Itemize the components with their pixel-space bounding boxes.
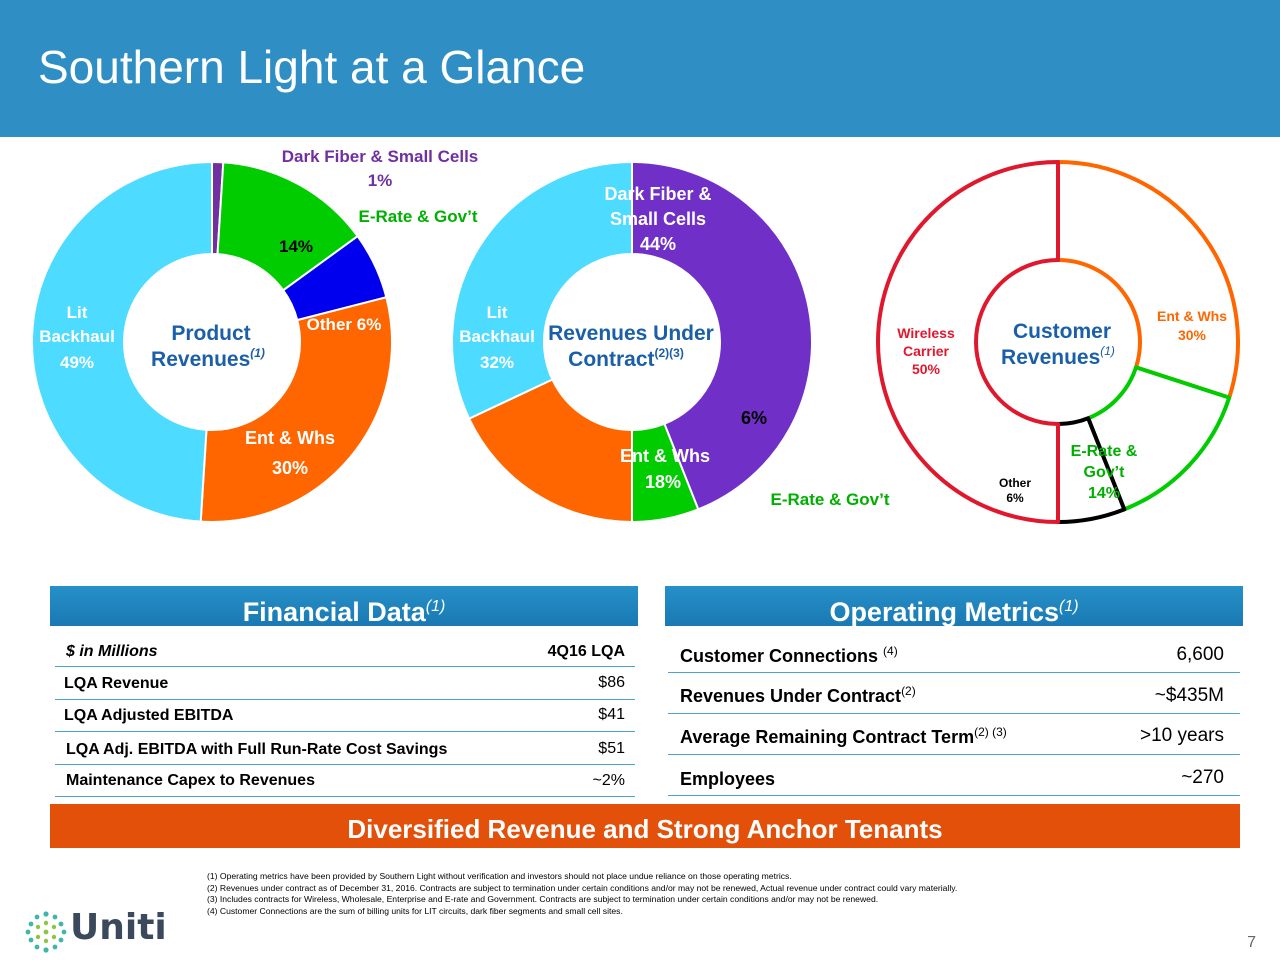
fin-row-value: $51 [598,740,625,757]
op-row-label: Customer Connections (4) [680,644,898,666]
page-number: 7 [1247,934,1256,951]
customer-revenues-donut [876,160,1240,524]
c3-wireless-pct: 50% [912,361,941,377]
footnotes: (1) Operating metrics have been provided… [207,871,957,917]
fin-row-label: LQA Revenue [64,675,169,692]
revenues-under-contract-donut [451,160,813,524]
logo-text: Uniti [70,907,167,948]
op-row-value: >10 years [1140,725,1224,746]
c2-center-label2: Contract(2)(3) [568,346,684,371]
c2-lit-label: Lit [487,303,508,322]
c2-entwhs-pct: 18% [645,472,681,492]
c1-entwhs-label: Ent & Whs [245,428,335,448]
c3-center-label: Customer [1013,320,1111,343]
donut-slice-lit-backhaul [31,160,213,523]
fin-divider [55,666,635,667]
c1-backhaul-label: Backhaul [39,327,115,346]
c2-entwhs-label: Ent & Whs [620,446,710,466]
financial-data-header: Financial Data(1) [50,586,638,627]
fin-divider [55,699,635,700]
fin-row-value: ~2% [592,772,625,789]
c3-erate-pct: 14% [1088,485,1120,502]
c1-erate-pct: 14% [279,237,313,256]
footnote: (1) Operating metrics have been provided… [207,871,792,881]
c1-lit-label: Lit [67,303,88,322]
c2-erate-label: E-Rate & Gov’t [770,490,889,509]
fin-divider [55,764,635,765]
c2-erate-pct: 6% [741,408,767,428]
c1-lit-pct: 49% [60,353,94,372]
c1-other-label: Other 6% [307,315,382,334]
product-revenues-donut [31,160,393,523]
fin-row-label: LQA Adj. EBITDA with Full Run-Rate Cost … [66,741,448,758]
summary-banner: Diversified Revenue and Strong Anchor Te… [50,804,1240,848]
operating-metrics-header: Operating Metrics(1) [665,586,1243,627]
c2-lit-pct: 32% [480,353,514,372]
fin-row-label: Maintenance Capex to Revenues [66,772,315,789]
c3-wireless-label: Wireless [897,325,955,341]
donut-slice-wireless-carrier [876,160,1060,524]
c3-center-label2: Revenues(1) [1001,344,1115,369]
op-row-value: ~270 [1181,767,1224,788]
donut-slice-ent-whs [1056,160,1240,400]
footnote: (2) Revenues under contract as of Decemb… [207,882,958,893]
op-divider [668,713,1240,714]
financial-col-period: 4Q16 LQA [547,643,625,660]
c1-entwhs-pct: 30% [272,458,308,478]
uniti-logo-icon [25,911,67,953]
financial-col-label: $ in Millions [66,643,158,660]
c3-other-pct: 6% [1006,491,1024,505]
c3-carrier-label: Carrier [903,343,949,359]
c3-other-label: Other [999,476,1031,490]
c3-erate-label1: E-Rate & [1071,443,1138,460]
op-row-value: 6,600 [1176,644,1224,665]
op-divider [668,754,1240,755]
fin-divider [55,731,635,732]
c2-darkfiber-label1: Dark Fiber & [604,184,711,204]
donut-slice-ent-whs [199,296,393,523]
c3-entwhs-label: Ent & Whs [1157,308,1227,324]
c2-center-label: Revenues Under [548,322,714,345]
fin-row-label: LQA Adjusted EBITDA [64,707,234,724]
fin-row-value: $41 [598,706,625,723]
c1-erate-label: E-Rate & Gov’t [358,207,477,226]
c2-darkfiber-label2: Small Cells [610,209,706,229]
c3-entwhs-pct: 30% [1178,327,1207,343]
c2-backhaul-label: Backhaul [459,327,535,346]
c1-darkfiber-pct: 1% [368,171,393,190]
footnote: (4) Customer Connections are the sum of … [207,905,623,916]
c1-center-label2: Revenues(1) [151,346,265,371]
op-row-value: ~$435M [1154,685,1224,706]
donut-slice-e-rate-gov-t [1086,365,1232,512]
c2-darkfiber-pct: 44% [640,234,676,254]
op-row-label: Revenues Under Contract(2) [680,684,916,706]
op-divider [668,795,1240,796]
header-bar [0,0,1280,137]
donut-slice-ent-whs [467,378,633,524]
page-title: Southern Light at a Glance [38,41,586,93]
op-divider [668,672,1240,673]
op-row-label: Employees [680,769,776,789]
donut-slice-dark-fiber-small-cells [631,160,813,511]
op-row-label: Average Remaining Contract Term(2) (3) [680,725,1007,747]
fin-divider [55,796,635,797]
donut-slice-lit-backhaul [451,160,633,420]
donut-charts: Dark Fiber & Small Cells 1% E-Rate & Gov… [31,147,1240,524]
c3-erate-label2: Gov’t [1084,464,1126,481]
donut-slice-e-rate-gov-t [216,161,360,292]
c1-darkfiber-label: Dark Fiber & Small Cells [282,147,479,166]
c1-center-label: Product [171,322,250,345]
fin-row-value: $86 [598,674,625,691]
footnote: (3) Includes contracts for Wireless, Who… [207,894,879,904]
